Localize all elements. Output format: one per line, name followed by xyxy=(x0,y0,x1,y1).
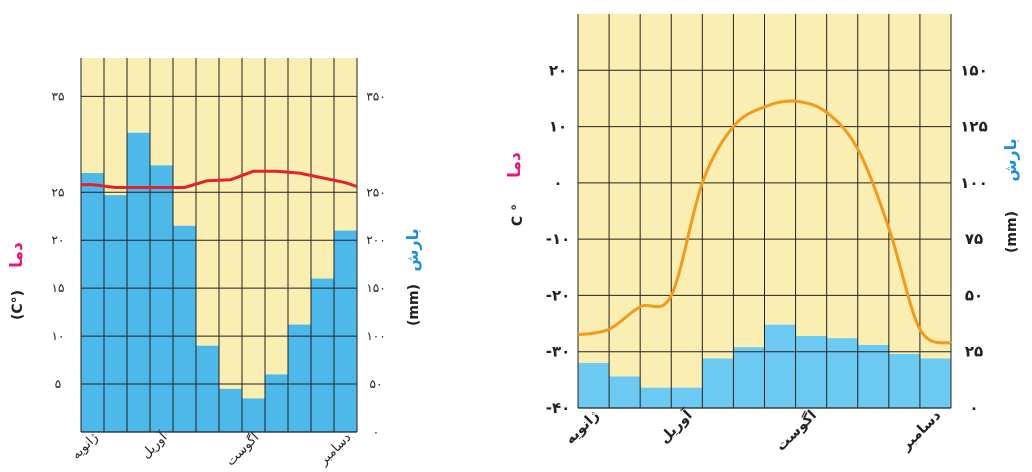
right-precip-tick-label: ۱۰۰ xyxy=(960,174,987,192)
right-precip-bar xyxy=(827,338,859,408)
left-temp-axis-unit: (C°) xyxy=(10,290,26,320)
left-precip-bar xyxy=(127,133,151,432)
right-precip-bar xyxy=(858,345,890,408)
right-precip-bar xyxy=(578,363,610,408)
left-precip-axis-title: بارش xyxy=(403,228,422,271)
right-precip-bar xyxy=(920,358,952,408)
left-temp-tick-label: ۲۰ xyxy=(52,233,65,247)
right-precip-bar xyxy=(702,358,734,408)
left-precip-tick-label: ۵۰ xyxy=(370,377,383,391)
left-temp-axis-title: دما xyxy=(7,242,27,268)
right-temp-tick-label: ۰ xyxy=(553,174,562,192)
left-precip-axis-unit: (mm) xyxy=(406,284,422,326)
right-month-label: دسامبر xyxy=(897,408,944,455)
right-temp-tick-label: -۴۰ xyxy=(546,399,571,417)
left-precip-tick-label: ۲۰۰ xyxy=(366,233,385,247)
right-precip-tick-label: ۰ xyxy=(969,399,978,417)
right-precip-bar xyxy=(733,347,765,408)
right-precip-tick-label: ۷۵ xyxy=(965,230,983,248)
right-temp-tick-label: ۲۰ xyxy=(549,61,567,79)
left-precip-bar xyxy=(288,325,312,432)
left-temp-tick-label: ۱۰ xyxy=(52,329,65,343)
right-precip-bar xyxy=(889,354,921,408)
right-temp-axis-title: دما xyxy=(505,152,525,178)
right-precip-tick-label: ۲۵ xyxy=(965,343,983,361)
right-temp-tick-label: -۲۰ xyxy=(546,286,571,304)
right-precip-bar xyxy=(640,388,672,408)
left-precip-bar xyxy=(219,389,243,432)
left-temp-tick-label: ۳۵ xyxy=(52,89,65,103)
right-precip-bar xyxy=(796,336,828,408)
right-precip-bar xyxy=(765,325,797,408)
left-month-label: اگوست xyxy=(223,430,263,470)
left-month-label: ژانویه xyxy=(69,430,101,462)
right-temp-tick-label: -۳۰ xyxy=(546,343,571,361)
right-precip-tick-label: ۱۵۰ xyxy=(960,61,987,79)
left-precip-bar xyxy=(104,195,128,432)
right-precip-bar xyxy=(671,388,703,408)
left-precip-bar xyxy=(311,279,335,432)
right-temp-axis-unit: C ° xyxy=(510,204,526,226)
left-precip-tick-label: ۱۵۰ xyxy=(366,281,385,295)
right-month-label: اگوست xyxy=(772,407,820,455)
left-precip-tick-label: ۲۵۰ xyxy=(366,185,385,199)
left-precip-bar xyxy=(173,226,197,432)
left-temp-tick-label: ۲۵ xyxy=(52,185,65,199)
right-precip-bar xyxy=(609,376,641,408)
left-precip-bar xyxy=(334,231,358,432)
right-month-label: آوریل xyxy=(655,405,696,446)
left-month-label: دسامبر xyxy=(316,430,355,469)
left-temp-tick-label: ۵ xyxy=(55,377,61,391)
right-temp-tick-label: -۱۰ xyxy=(546,230,571,248)
left-precip-bar xyxy=(81,173,105,432)
left-precip-tick-label: ۰ xyxy=(373,425,379,439)
left-precip-tick-label: ۱۰۰ xyxy=(366,329,385,343)
right-temp-tick-label: ۱۰ xyxy=(549,118,567,136)
left-precip-bar xyxy=(265,374,289,432)
right-precip-axis-title: بارش xyxy=(1001,138,1020,181)
left-precip-bar xyxy=(196,346,220,432)
right-precip-tick-label: ۱۲۵ xyxy=(960,118,987,136)
left-precip-bar xyxy=(242,398,266,432)
left-temp-tick-label: ۱۵ xyxy=(52,281,65,295)
left-month-label: آوریل xyxy=(137,428,171,462)
left-precip-bar xyxy=(150,165,174,432)
chart-left: ۳۵ ۲۵ ۲۰ ۱۵ ۱۰ ۵ ۳۵۰ ۲۵۰ ۲۰۰ ۱۵۰ ۱۰۰ ۵۰ ۰ ژانویه آور… xyxy=(7,58,422,469)
left-precip-tick-label: ۳۵۰ xyxy=(366,89,385,103)
right-precip-tick-label: ۵۰ xyxy=(965,286,983,304)
right-precip-axis-unit: (mm) xyxy=(1004,211,1020,253)
